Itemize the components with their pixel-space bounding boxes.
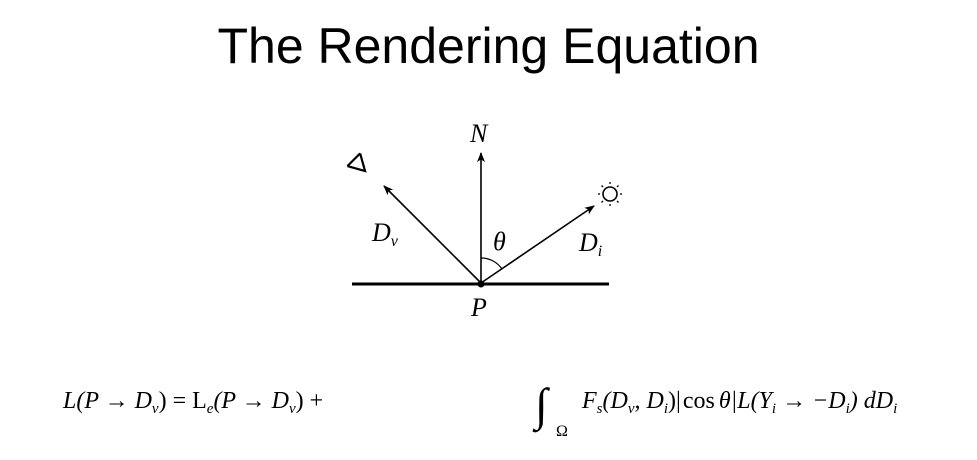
page-title: The Rendering Equation	[217, 18, 760, 74]
integrand: Fs(Dv, Di)|cos θ|L(Yi → −Di) dDi	[581, 388, 897, 417]
light-direction-label: Di	[578, 228, 602, 260]
eye-icon	[346, 152, 367, 173]
sun-icon	[598, 182, 622, 206]
point-label: P	[470, 293, 487, 322]
view-direction-vector	[383, 185, 482, 284]
light-direction-vector	[480, 205, 595, 284]
angle-arc	[480, 257, 503, 270]
point-dot	[477, 280, 485, 288]
rendering-equation: L(P → Dv) = Le(P → Dv) +	[62, 388, 323, 417]
normal-label: N	[469, 119, 489, 148]
view-direction-label: Dv	[371, 218, 399, 250]
integral-sign: ∫	[532, 379, 550, 433]
integral-domain: Ω	[556, 423, 568, 440]
angle-label: θ	[493, 227, 506, 256]
